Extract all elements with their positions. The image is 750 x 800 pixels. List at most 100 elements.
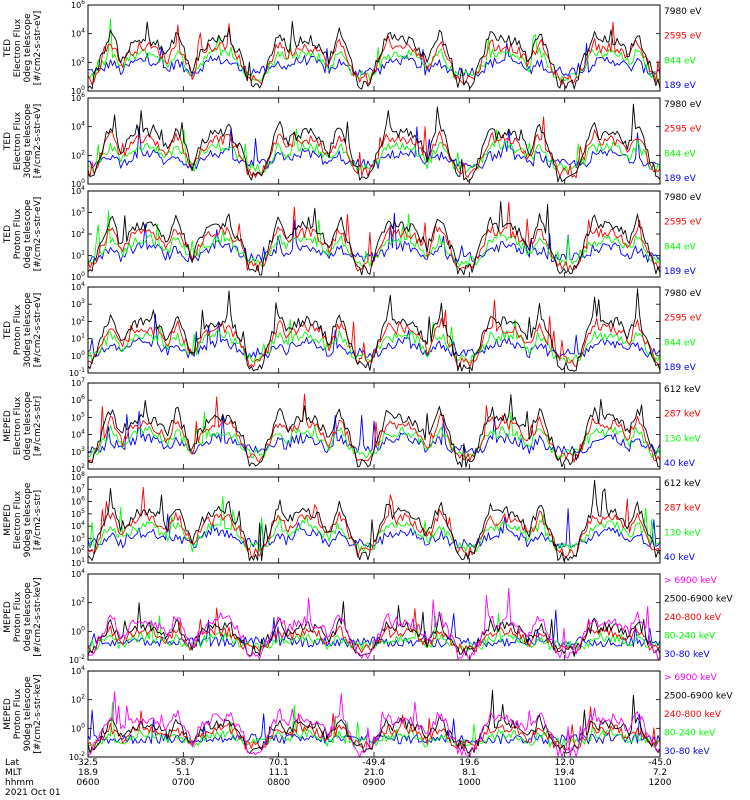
panel-3: TED Proton Flux 0deg telescope [#/cm2-s-str… [3, 185, 702, 282]
y-tick-label: 105 [71, 508, 85, 519]
footer-value: 32.5 [78, 758, 98, 768]
legend-entry: 130 keV [664, 528, 701, 538]
legend-entry: 7980 eV [664, 193, 702, 203]
y-axis-label: [#/cm2-s-str-eV] [33, 293, 43, 368]
y-axis-label: [#/cm2-s-str] [33, 396, 43, 456]
y-tick-label: 106 [71, 0, 85, 10]
series-line [87, 601, 661, 657]
y-axis-label: MEPED [3, 410, 13, 442]
x-tick-label: 0600 [77, 778, 100, 788]
y-tick-label: 102 [71, 545, 85, 556]
legend-entry: 7980 eV [664, 289, 702, 299]
y-axis-label: 0deg telescope [23, 13, 33, 83]
y-tick-label: 10-2 [69, 751, 85, 762]
x-tick-label: 1000 [458, 778, 481, 788]
series-line [87, 200, 661, 276]
legend-entry: 844 eV [664, 56, 697, 66]
y-axis-label: [#/cm2-s-str] [33, 490, 43, 550]
legend-entry: 2500-6900 keV [664, 692, 733, 702]
legend-entry: 2595 eV [664, 125, 702, 135]
y-tick-label: 100 [71, 178, 85, 189]
legend-entry: 189 eV [664, 81, 697, 91]
y-tick-label: 104 [71, 281, 85, 292]
y-axis-label: MEPED [3, 601, 13, 633]
y-axis-label: TED [3, 321, 13, 340]
y-tick-label: 105 [71, 411, 85, 422]
legend-entry: 189 eV [664, 174, 697, 184]
y-axis-label: [#/cm2-s-str-keV] [33, 674, 43, 753]
y-axis-label: Electron Flux [13, 490, 23, 549]
legend-entry: > 6900 keV [664, 673, 718, 683]
legend-entry: 189 eV [664, 267, 697, 277]
legend-entry: > 6900 keV [664, 576, 718, 586]
y-tick-label: 107 [71, 483, 85, 494]
date-label: 2021 Oct 01 [5, 788, 61, 798]
series-line [87, 508, 661, 549]
series-line [87, 21, 661, 90]
y-axis-label: [#/cm2-s-str-eV] [33, 104, 43, 179]
series-line [87, 319, 661, 364]
y-tick-label: 104 [71, 429, 85, 440]
panel-4: TED Proton Flux 30deg telescope [#/cm2-s-st… [3, 281, 702, 378]
y-axis-label: Electron Flux [13, 396, 23, 455]
legend-entry: 40 keV [664, 459, 696, 469]
y-tick-label: 102 [71, 597, 85, 608]
panel-2: TED Electron Flux 30deg telescope [#/cm2-s-… [3, 92, 702, 189]
y-tick-label: 100 [71, 271, 85, 282]
x-tick-label: 0800 [267, 778, 290, 788]
x-tick-label: 1100 [553, 778, 576, 788]
y-axis-label: Electron Flux [13, 18, 23, 77]
footer-row-label: Lat [5, 758, 20, 768]
legend-entry: 844 eV [664, 338, 697, 348]
y-tick-label: 102 [71, 228, 85, 239]
panel-5: MEPED Electron Flux 0deg telescope [#/cm2-s… [3, 377, 701, 474]
y-tick-label: 107 [71, 377, 85, 388]
panel-6: MEPED Electron Flux 90deg telescope [#/cm2-… [3, 471, 701, 568]
y-axis-label: TED [3, 132, 13, 151]
footer-value: 70.1 [269, 758, 289, 768]
legend-entry: 80-240 keV [664, 729, 716, 739]
footer-value: 8.1 [462, 768, 476, 778]
legend-entry: 80-240 keV [664, 632, 716, 642]
legend-entry: 189 eV [664, 363, 697, 373]
footer-value: 19.6 [459, 758, 479, 768]
series-line [87, 607, 661, 654]
y-tick-label: 103 [71, 298, 85, 309]
series-line [87, 393, 661, 464]
y-tick-label: 10-1 [69, 367, 85, 378]
footer-value: 21.0 [364, 768, 384, 778]
y-tick-label: 104 [71, 185, 85, 196]
y-tick-label: 102 [71, 149, 85, 160]
footer-value: 19.4 [555, 768, 575, 778]
y-axis-label: MEPED [3, 698, 13, 730]
y-axis-label: [#/cm2-s-str-eV] [33, 11, 43, 86]
series-line [87, 212, 661, 263]
footer-value: 18.9 [78, 768, 98, 778]
y-tick-label: 106 [71, 394, 85, 405]
y-tick-label: 102 [71, 694, 85, 705]
legend-entry: 2595 eV [664, 218, 702, 228]
legend-entry: 40 keV [664, 553, 696, 563]
y-tick-label: 104 [71, 121, 85, 132]
y-axis-label: TED [3, 39, 13, 58]
y-tick-label: 101 [71, 250, 85, 261]
y-tick-label: 100 [71, 722, 85, 733]
x-axis-footer: LatMLThhmm32.518.90600-58.75.1070070.111… [5, 758, 672, 798]
footer-value: 12.0 [555, 758, 575, 768]
y-tick-label: 100 [71, 85, 85, 96]
footer-value: 5.1 [176, 768, 190, 778]
series-line [87, 21, 661, 86]
legend-entry: 240-800 keV [664, 613, 722, 623]
y-tick-label: 106 [71, 496, 85, 507]
panel-1: TED Electron Flux 0deg telescope [#/cm2-s-s… [3, 0, 702, 96]
y-axis-label: 90deg telescope [23, 482, 33, 557]
panel-8: MEPED Proton Flux 90deg telescope [#/cm2-s-… [3, 665, 733, 762]
y-axis-label: 30deg telescope [23, 103, 33, 178]
y-axis-label: Proton Flux [13, 208, 23, 259]
y-tick-label: 106 [71, 92, 85, 103]
footer-value: 11.1 [269, 768, 289, 778]
y-tick-label: 102 [71, 463, 85, 474]
series-line [87, 103, 661, 183]
series-line [87, 411, 661, 459]
